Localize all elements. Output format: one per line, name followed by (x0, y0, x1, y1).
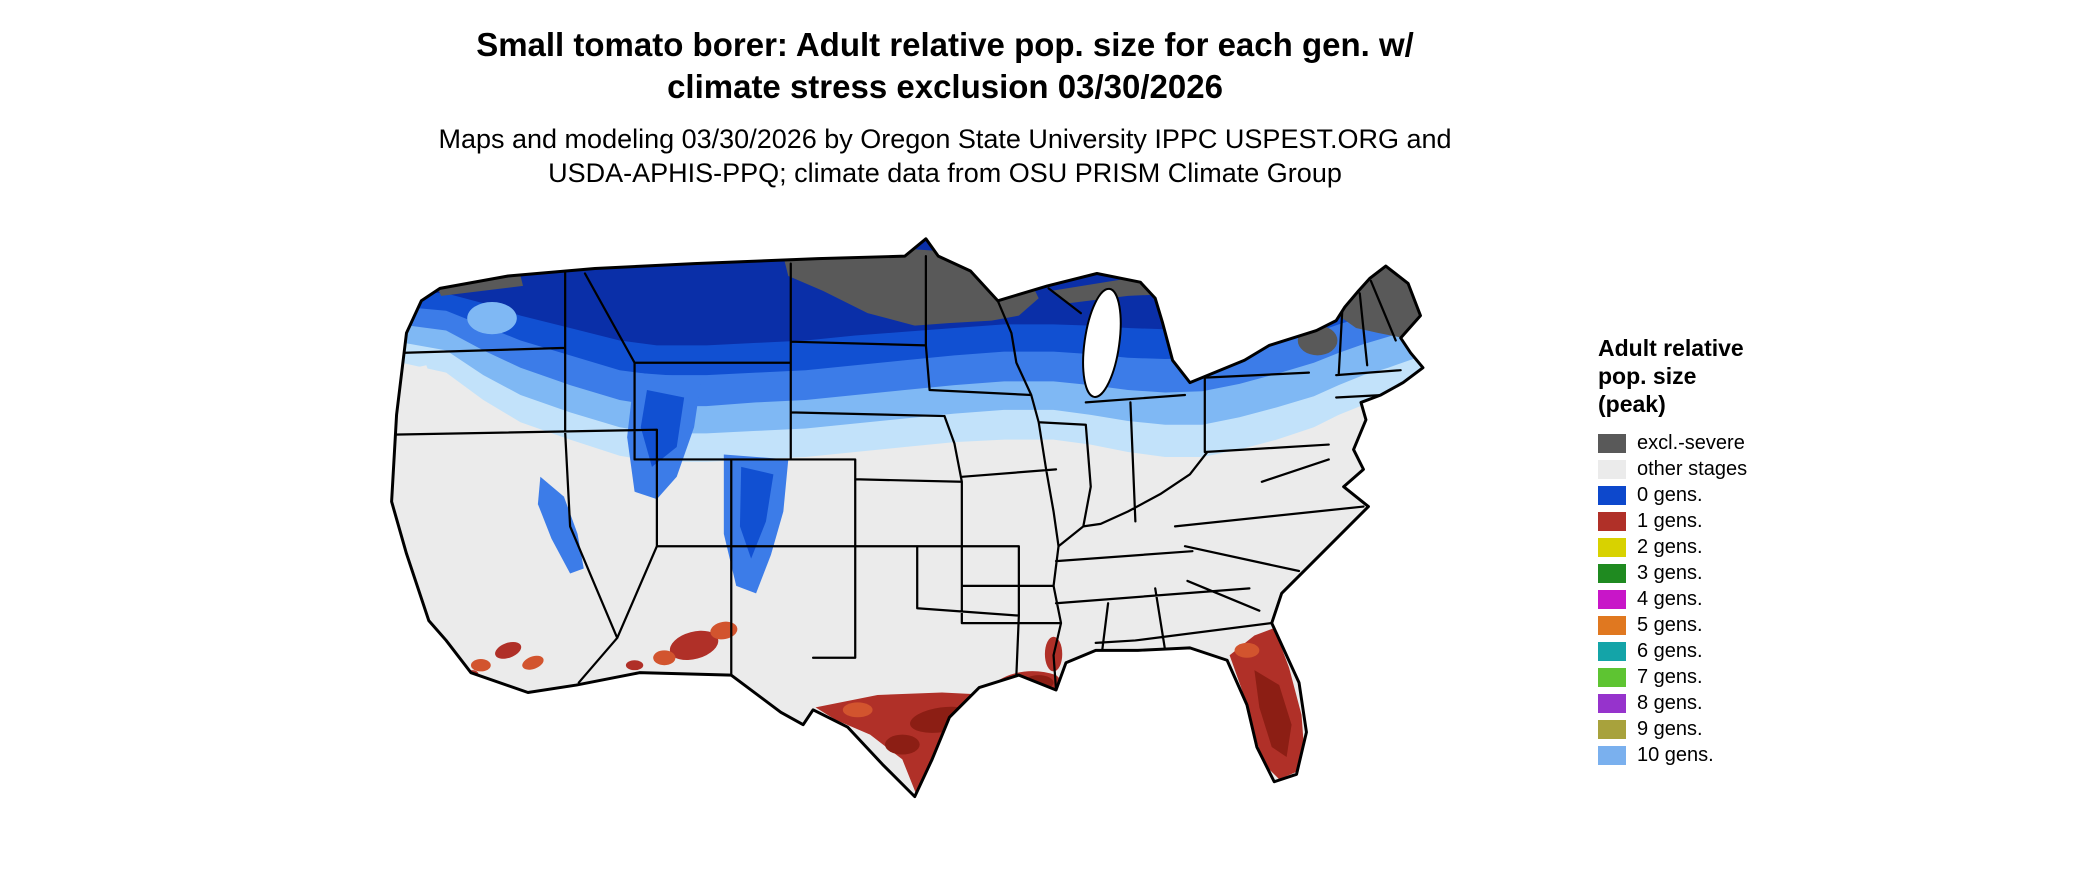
map-region-gen1-florida-core (1254, 670, 1292, 757)
legend-label: 3 gens. (1637, 561, 1703, 584)
legend-label: 0 gens. (1637, 483, 1703, 506)
legend-label: excl.-severe (1637, 431, 1745, 454)
legend-label: other stages (1637, 457, 1748, 480)
legend-swatch-8-gens (1598, 693, 1626, 713)
legend-item-2-gens: 2 gens. (1598, 534, 1848, 560)
legend-label: 4 gens. (1637, 587, 1703, 610)
legend-swatch-7-gens (1598, 667, 1626, 687)
map-region-gen1-arizona1 (669, 630, 719, 661)
state-borders (391, 255, 1402, 692)
legend-item-5-gens: 5 gens. (1598, 612, 1848, 638)
legend-swatch-6-gens (1598, 641, 1626, 661)
legend-swatch-9-gens (1598, 719, 1626, 739)
legend-swatch-10-gens (1598, 745, 1626, 765)
legend-title-line3: (peak) (1598, 391, 1666, 417)
map-region-gen1-texas-light2 (979, 693, 1004, 707)
map-region-gen1-socal1 (495, 641, 522, 659)
legend-item-6-gens: 6 gens. (1598, 638, 1848, 664)
us-map (390, 237, 1425, 799)
map-subtitle-line2: USDA-APHIS-PPQ; climate data from OSU PR… (548, 158, 1342, 188)
legend-swatch-3-gens (1598, 563, 1626, 583)
legend-label: 2 gens. (1637, 535, 1703, 558)
map-region-gen1-florida-light (1234, 642, 1260, 658)
legend-swatch-2-gens (1598, 537, 1626, 557)
map-title-line2: climate stress exclusion 03/30/2026 (667, 68, 1223, 105)
us-map-container (322, 214, 1562, 871)
map-region-sierra-nevada (537, 476, 584, 574)
legend-item-9-gens: 9 gens. (1598, 716, 1848, 742)
legend-swatch-4-gens (1598, 589, 1626, 609)
map-subtitle: Maps and modeling 03/30/2026 by Oregon S… (0, 122, 1890, 190)
legend-swatch-1-gens (1598, 511, 1626, 531)
us-outline (390, 237, 1425, 799)
legend-title: Adult relative pop. size (peak) (1598, 334, 1848, 418)
map-legend: Adult relative pop. size (peak) excl.-se… (1598, 334, 1848, 768)
legend-swatch-5-gens (1598, 615, 1626, 635)
legend-item-8-gens: 8 gens. (1598, 690, 1848, 716)
map-region-gen1-socal2 (522, 655, 544, 670)
legend-item-0-gens: 0 gens. (1598, 482, 1848, 508)
legend-item-4-gens: 4 gens. (1598, 586, 1848, 612)
map-title: Small tomato borer: Adult relative pop. … (0, 24, 1890, 108)
legend-title-line2: pop. size (1598, 363, 1697, 389)
legend-label: 6 gens. (1637, 639, 1703, 662)
map-region-excluded-north-washington (436, 275, 524, 296)
legend-swatch-excl-severe (1598, 433, 1626, 453)
legend-title-line1: Adult relative (1598, 335, 1744, 361)
legend-item-excl-severe: excl.-severe (1598, 430, 1848, 456)
legend-label: 8 gens. (1637, 691, 1703, 714)
legend-label: 7 gens. (1637, 665, 1703, 688)
legend-label: 10 gens. (1637, 743, 1714, 766)
lake-michigan (1082, 287, 1122, 398)
map-title-line1: Small tomato borer: Adult relative pop. … (476, 26, 1414, 63)
legend-label: 5 gens. (1637, 613, 1703, 636)
map-region-gen1-texas-light1 (842, 702, 873, 718)
map-region-gen1-texas-core2 (884, 734, 920, 755)
legend-item-10-gens: 10 gens. (1598, 742, 1848, 768)
map-region-gen1-arizona4 (625, 660, 644, 671)
map-region-rockies-wyoming-core (640, 390, 685, 467)
legend-item-3-gens: 3 gens. (1598, 560, 1848, 586)
legend-label: 9 gens. (1637, 717, 1703, 740)
map-region-gen1-socal3 (470, 659, 491, 672)
legend-label: 1 gens. (1637, 509, 1703, 532)
map-region-columbia-basin-light (467, 302, 517, 335)
legend-item-7-gens: 7 gens. (1598, 664, 1848, 690)
map-subtitle-line1: Maps and modeling 03/30/2026 by Oregon S… (438, 124, 1452, 154)
legend-swatch-other-stages (1598, 459, 1626, 479)
map-region-rockies-colorado-core (739, 466, 774, 559)
map-region-gen1-arizona3 (653, 650, 676, 666)
legend-item-1-gens: 1 gens. (1598, 508, 1848, 534)
legend-item-other-stages: other stages (1598, 456, 1848, 482)
legend-swatch-0-gens (1598, 485, 1626, 505)
map-region-pacific-coast-gray (391, 365, 509, 676)
